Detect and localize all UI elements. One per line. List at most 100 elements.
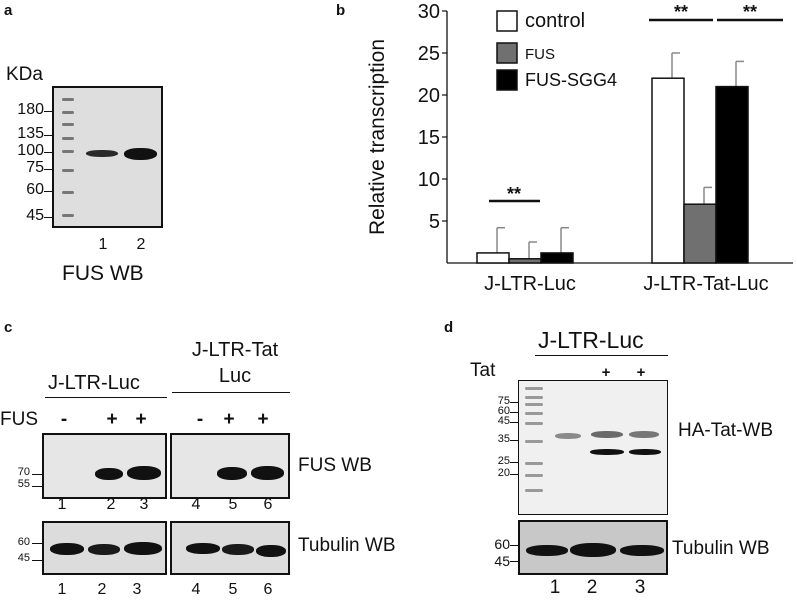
group-underline — [45, 397, 167, 398]
group-label: Luc — [218, 365, 252, 387]
mw-tick — [44, 111, 54, 112]
protein-band — [86, 150, 118, 157]
lane-number: 3 — [139, 496, 149, 513]
ladder-band — [62, 98, 74, 101]
lane-number: 6 — [263, 581, 273, 598]
legend-swatch — [496, 10, 518, 32]
treatment-sign: + — [223, 409, 235, 430]
mw-label: 75 — [26, 159, 44, 176]
ladder-band — [62, 137, 74, 140]
y-axis-label: Relative transcription — [366, 39, 389, 235]
protein-band — [570, 543, 616, 557]
lane-number: 1 — [549, 577, 561, 598]
protein-band — [629, 431, 659, 438]
fus-blot — [42, 433, 167, 499]
bar-fus-sgg4 — [715, 85, 749, 264]
bar-control — [476, 252, 510, 264]
ladder-band — [525, 489, 543, 492]
mw-label: 45 — [494, 553, 510, 569]
mw-label: 35 — [497, 433, 510, 445]
panel-a-blot — [52, 86, 163, 228]
treatment-sign: + — [257, 409, 269, 430]
legend-swatch — [496, 69, 518, 91]
panel-d-title: J-LTR-Luc — [538, 327, 644, 353]
ladder-band — [62, 150, 74, 153]
x-category-label: J-LTR-Luc — [484, 273, 576, 295]
mw-tick — [44, 191, 54, 192]
ha-tat-blot — [518, 380, 668, 515]
mw-label: 20 — [497, 467, 510, 479]
treatment-sign: + — [135, 409, 147, 430]
wb-label: HA-Tat-WB — [678, 420, 773, 441]
mw-label: 60 — [17, 536, 30, 548]
legend-label: FUS — [525, 46, 555, 63]
mw-label: 45 — [17, 552, 30, 564]
treatment-sign: + — [106, 409, 118, 430]
mw-tick — [510, 412, 520, 413]
y-tick-label: 25 — [418, 43, 440, 65]
ladder-band — [525, 387, 543, 390]
treatment-sign: + — [601, 364, 611, 381]
mw-tick — [510, 422, 520, 423]
ladder-band — [62, 111, 74, 114]
protein-band — [95, 468, 123, 480]
x-category-label: J-LTR-Tat-Luc — [643, 273, 768, 295]
significance-mark: ** — [507, 184, 521, 204]
mw-tick — [510, 462, 520, 463]
ladder-band — [62, 123, 74, 126]
bar-control — [651, 77, 685, 264]
mw-tick — [44, 169, 54, 170]
y-tick-label: 20 — [418, 85, 440, 107]
lane-number: 5 — [228, 496, 238, 513]
protein-band — [555, 433, 581, 439]
lane-number: 2 — [586, 577, 598, 598]
y-tick-label: 10 — [418, 169, 440, 191]
protein-band — [127, 466, 161, 480]
tubulin-blot — [170, 521, 290, 575]
mw-label: 60 — [494, 536, 510, 552]
legend-swatch — [496, 42, 518, 64]
protein-band — [222, 544, 254, 555]
panel-c-letter: c — [4, 319, 13, 336]
ladder-band — [525, 440, 543, 443]
panel-a-unit-label: KDa — [6, 64, 43, 85]
significance-mark: ** — [743, 2, 757, 22]
mw-tick — [510, 545, 520, 546]
mw-tick — [32, 560, 44, 561]
mw-label: 55 — [17, 478, 30, 490]
mw-label: 60 — [497, 405, 510, 417]
protein-band — [629, 449, 661, 455]
y-tick-label: 30 — [418, 1, 440, 23]
mw-label: 25 — [497, 455, 510, 467]
panel-a-caption: FUS WB — [62, 262, 144, 285]
wb-label: FUS WB — [298, 455, 372, 476]
mw-label: 45 — [26, 207, 44, 224]
mw-label: 135 — [17, 125, 44, 142]
mw-tick — [32, 474, 42, 475]
mw-label: 60 — [26, 181, 44, 198]
lane-number: 1 — [98, 236, 108, 253]
y-tick-label: 15 — [418, 127, 440, 149]
treatment-sign: - — [60, 409, 68, 430]
mw-tick — [510, 402, 520, 403]
treatment-sign: + — [636, 364, 646, 381]
mw-label: 100 — [17, 142, 44, 159]
lane-number: 2 — [136, 236, 146, 253]
lane-number: 6 — [263, 496, 273, 513]
mw-tick — [510, 440, 520, 441]
protein-band — [124, 148, 157, 160]
ladder-band — [62, 214, 74, 217]
mw-label: 70 — [17, 466, 30, 478]
significance-mark: ** — [674, 2, 688, 22]
mw-tick — [44, 152, 54, 153]
mw-tick — [44, 217, 54, 218]
protein-band — [88, 544, 120, 555]
mw-tick — [32, 486, 42, 487]
fus-blot — [170, 433, 290, 499]
mw-tick — [32, 543, 44, 544]
ladder-band — [525, 403, 543, 406]
lane-number: 4 — [191, 496, 201, 513]
lane-number: 3 — [132, 581, 142, 598]
y-tick-label: 5 — [429, 211, 440, 233]
protein-band — [217, 467, 247, 480]
